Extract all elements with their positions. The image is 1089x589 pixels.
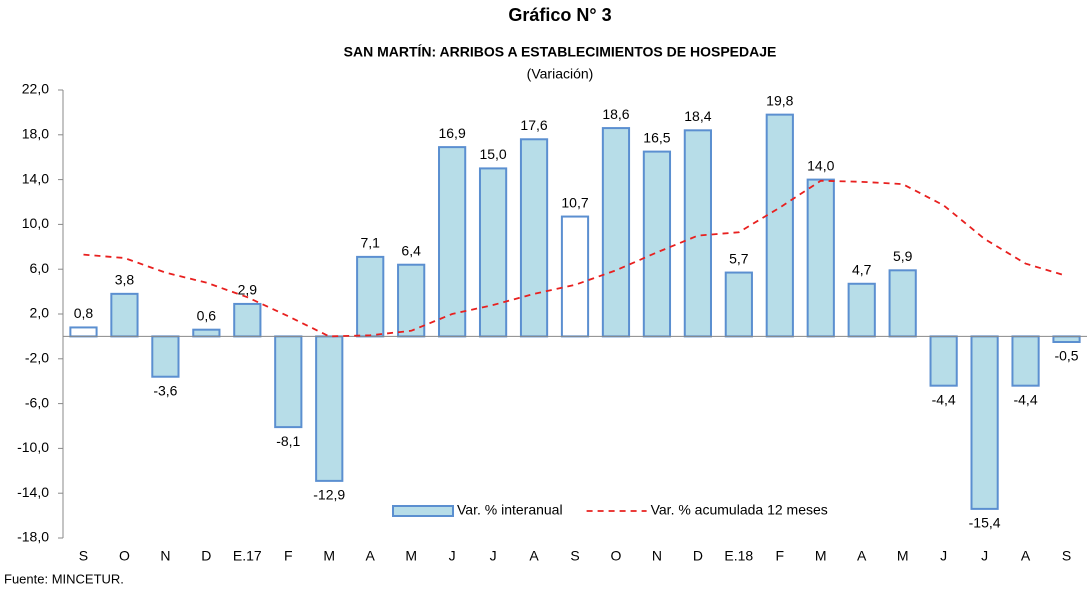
value-label: 3,8 (115, 272, 135, 288)
x-tick-label: A (366, 548, 376, 564)
bar (110, 292, 139, 338)
chart-title: Gráfico N° 3 (508, 5, 611, 25)
bar (888, 269, 917, 338)
bar (929, 335, 958, 387)
bar (233, 302, 262, 338)
bar (765, 113, 794, 338)
value-label: 18,6 (602, 106, 629, 122)
bar (69, 326, 98, 338)
y-tick-label: 2,0 (30, 305, 50, 321)
x-tick-label: D (693, 548, 703, 564)
x-tick-label: J (490, 548, 497, 564)
bar (315, 335, 344, 482)
bar (192, 328, 221, 338)
x-tick-label: J (981, 548, 988, 564)
x-tick-label: M (897, 548, 909, 564)
y-tick-label: 14,0 (22, 170, 49, 186)
y-tick-label: 22,0 (22, 81, 49, 97)
x-tick-label: O (119, 548, 130, 564)
value-label: 5,7 (729, 250, 749, 266)
x-tick-label: S (570, 548, 579, 564)
value-label: 15,0 (479, 146, 506, 162)
bar (1011, 335, 1040, 387)
value-label: 16,9 (438, 125, 465, 141)
bar (560, 215, 590, 338)
legend-label: Var. % acumulada 12 meses (651, 502, 828, 518)
bar (806, 178, 835, 338)
x-tick-label: A (1021, 548, 1031, 564)
value-label: 17,6 (520, 117, 547, 133)
value-label: 4,7 (852, 261, 872, 277)
bar (397, 263, 426, 338)
x-tick-label: E.17 (233, 548, 262, 564)
x-tick-label: S (1062, 548, 1071, 564)
value-label: 10,7 (561, 194, 588, 210)
x-tick-label: J (940, 548, 947, 564)
y-tick-label: -18,0 (17, 529, 49, 545)
bar (478, 167, 508, 338)
bar (151, 335, 180, 378)
y-tick-label: -2,0 (25, 350, 49, 366)
y-tick-label: 10,0 (22, 215, 49, 231)
y-tick-label: 18,0 (22, 126, 49, 142)
bar (642, 150, 672, 338)
x-tick-label: F (776, 548, 785, 564)
bar (601, 127, 631, 338)
value-label: 19,8 (766, 92, 793, 108)
value-label: 7,1 (360, 235, 380, 251)
x-tick-label: M (405, 548, 417, 564)
y-tick-label: 6,0 (30, 260, 50, 276)
bar (519, 138, 549, 338)
x-tick-label: M (323, 548, 335, 564)
legend-label: Var. % interanual (457, 502, 563, 518)
value-label: -8,1 (276, 433, 300, 449)
value-label: -4,4 (1013, 391, 1037, 407)
x-tick-label: E.18 (724, 548, 753, 564)
chart-subtitle: SAN MARTÍN: ARRIBOS A ESTABLECIMIENTOS D… (344, 44, 777, 60)
value-label: 0,8 (74, 305, 94, 321)
x-tick-label: A (529, 548, 539, 564)
legend-swatch (392, 505, 454, 517)
x-tick-label: J (449, 548, 456, 564)
y-tick-label: -10,0 (17, 439, 49, 455)
bar (438, 146, 467, 338)
x-tick-label: F (284, 548, 293, 564)
unit-note: (Variación) (527, 66, 594, 82)
value-label: 18,4 (684, 108, 711, 124)
bar (847, 282, 876, 338)
value-label: 16,5 (643, 129, 670, 145)
line (83, 179, 1067, 338)
y-tick-label: -14,0 (17, 484, 49, 500)
value-label: 5,9 (893, 248, 913, 264)
y-tick-label: -6,0 (25, 394, 49, 410)
value-label: -0,5 (1054, 348, 1078, 364)
bar (1052, 335, 1081, 343)
x-tick-label: N (160, 548, 170, 564)
x-tick-label: M (815, 548, 827, 564)
value-label: 0,6 (197, 307, 217, 323)
bar (274, 335, 303, 429)
x-tick-label: O (611, 548, 622, 564)
value-label: -3,6 (153, 382, 177, 398)
bar (356, 255, 385, 338)
x-tick-label: S (79, 548, 88, 564)
x-tick-label: D (201, 548, 211, 564)
value-label: 2,9 (238, 282, 258, 298)
value-label: 14,0 (807, 157, 834, 173)
bar (683, 129, 712, 338)
x-tick-label: A (857, 548, 867, 564)
value-label: -12,9 (313, 487, 345, 503)
value-label: 6,4 (401, 242, 421, 258)
value-label: -4,4 (932, 391, 956, 407)
bar (970, 335, 999, 510)
bar (724, 271, 753, 338)
source-note: Fuente: MINCETUR. (4, 571, 124, 586)
x-tick-label: N (652, 548, 662, 564)
value-label: -15,4 (969, 515, 1001, 531)
